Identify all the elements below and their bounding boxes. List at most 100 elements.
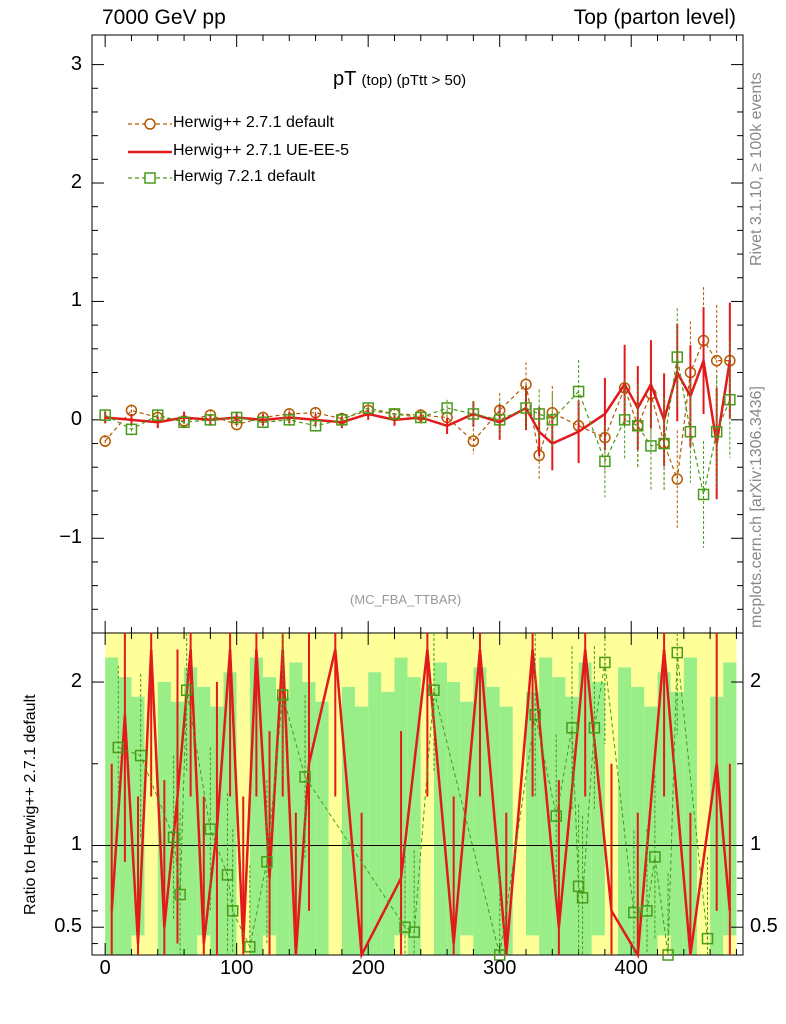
data-point-square [230, 411, 243, 424]
data-point-square [632, 420, 644, 432]
yellow-band-bottom [526, 935, 540, 955]
yellow-band-top [591, 633, 605, 683]
legend-marker-circle [144, 118, 156, 130]
green-band [683, 657, 697, 955]
x-tick-label: 300 [483, 957, 517, 979]
y-tick-label-ratio: 0.5 [54, 915, 82, 938]
green-band [618, 667, 632, 955]
rivet-label: Rivet 3.1.10, ≥ 100k events [748, 72, 765, 266]
yellow-band-top [552, 633, 566, 678]
ratio-point-square [299, 771, 311, 783]
data-point-square [520, 402, 532, 414]
ratio-point-square [408, 926, 420, 938]
data-point-square [710, 425, 723, 438]
yellow-band-top [486, 633, 500, 687]
ratio-point-square [576, 892, 589, 904]
yellow-band-top [262, 633, 277, 678]
ratio-point-square [428, 684, 440, 696]
ratio-line-ue-ee-5 [110, 649, 732, 960]
ratio-point-square [701, 932, 714, 945]
y-tick-label-ratio-right: 2 [750, 670, 762, 693]
ratio-point-square [204, 823, 217, 835]
yellow-band-top [460, 633, 474, 702]
x-tick-label: 100 [219, 957, 254, 979]
ratio-frame [91, 632, 744, 956]
data-point-square [309, 420, 322, 432]
yellow-band-top [499, 633, 513, 707]
data-point-square [336, 414, 348, 426]
data-point-square [283, 414, 296, 426]
data-point-square [645, 440, 657, 452]
yellow-band-top [105, 633, 119, 658]
yellow-band-top [683, 633, 697, 658]
y-tick-label-main: 2 [70, 171, 82, 194]
header-left: 7000 GeV pp [102, 6, 226, 29]
ratio-point-square [649, 851, 661, 863]
x-tick-label: 0 [99, 957, 111, 979]
ratio-point-square [599, 656, 611, 669]
data-point-circle [99, 435, 111, 447]
y-tick-label-ratio: 1 [70, 833, 82, 856]
data-point-square [441, 402, 453, 414]
main-series [99, 287, 736, 548]
legend-label-1: Herwig++ 2.7.1 UE-EE-5 [173, 142, 350, 159]
y-tick-label-main: 3 [70, 52, 82, 75]
header-right: Top (parton level) [573, 6, 736, 29]
data-point-square [362, 402, 374, 414]
green-band [486, 686, 500, 955]
ratio-point-square [550, 810, 562, 822]
green-band [328, 667, 342, 955]
legend [128, 118, 172, 184]
green-band [276, 696, 290, 955]
yellow-band-top [236, 633, 250, 692]
yellow-band-top [381, 633, 395, 692]
legend-marker-square [144, 172, 156, 184]
y-tick-label-main: 1 [70, 289, 82, 312]
green-band [341, 686, 356, 955]
yellow-band-top [644, 633, 658, 707]
ratio-point-square [493, 949, 506, 961]
yellow-band-top [631, 633, 645, 687]
data-point-square [572, 385, 585, 398]
green-band [315, 701, 329, 955]
y-tick-label-ratio: 2 [70, 670, 82, 693]
ratio-point-square [529, 708, 541, 721]
ratio-point-square [261, 856, 273, 868]
y-tick-label-ratio-right: 1 [750, 833, 762, 856]
data-point-square [618, 414, 631, 426]
ratio-point-square [174, 888, 186, 901]
ratio-series [110, 633, 732, 961]
y-tick-label-main: −1 [59, 526, 82, 549]
y-tick-label-main: 0 [70, 407, 82, 430]
yellow-band-top [315, 633, 329, 702]
yellow-band-top [433, 633, 448, 663]
data-point-square [724, 393, 736, 406]
yellow-band-top [723, 633, 737, 663]
yellow-band-top [289, 633, 303, 663]
data-point-circle [467, 435, 480, 447]
yellow-band-top [512, 633, 526, 673]
axis-ticks [92, 35, 743, 955]
data-point-square [178, 416, 190, 428]
data-point-square [533, 408, 545, 420]
ratio-point-square [112, 741, 125, 754]
title-main: pT [333, 68, 356, 90]
ratio-point-square [662, 949, 674, 961]
yellow-band-top [447, 633, 461, 683]
data-point-square [599, 455, 611, 468]
yellow-band-top [604, 633, 619, 702]
x-tick-label: 400 [614, 957, 648, 979]
data-point-square [546, 414, 559, 426]
data-point-square [697, 488, 710, 501]
x-tick-label: 200 [351, 957, 385, 979]
yellow-band-top [696, 633, 711, 678]
data-point-square [671, 351, 683, 363]
ratio-point-square [276, 689, 289, 701]
yellow-band-top [131, 633, 145, 697]
yellow-band-bottom [591, 935, 605, 955]
data-point-square [658, 437, 670, 450]
green-band [381, 691, 395, 955]
series-line-2 [104, 356, 731, 495]
yellow-band-bottom [460, 935, 474, 955]
